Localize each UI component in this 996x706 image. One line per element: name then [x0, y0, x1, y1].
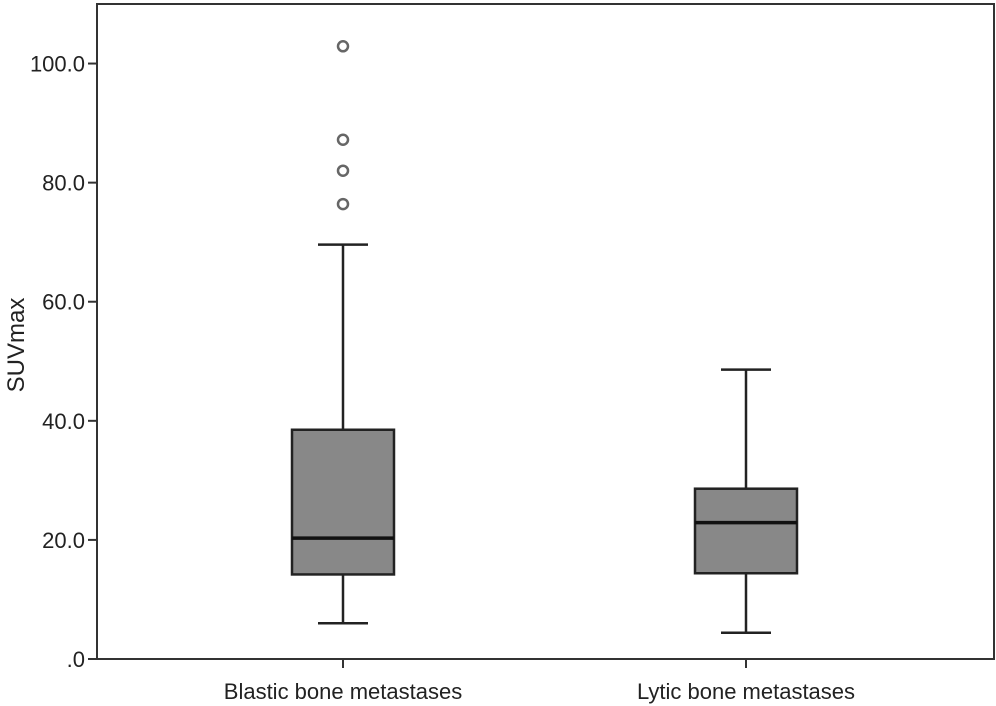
- y-tick-label: 40.0: [42, 409, 85, 434]
- x-category-label: Blastic bone metastases: [224, 679, 462, 704]
- outlier-point: [336, 164, 350, 177]
- outlier-point: [336, 133, 350, 147]
- iqr-box: [693, 487, 799, 575]
- y-tick-label: .0: [67, 647, 85, 672]
- x-axis: Blastic bone metastases Lytic bone metast…: [224, 659, 855, 704]
- y-tick-label: 20.0: [42, 528, 85, 553]
- outlier-point: [336, 40, 350, 53]
- y-tick-label: 100.0: [30, 52, 85, 77]
- outlier-point: [336, 197, 350, 211]
- y-tick-label: 60.0: [42, 290, 85, 315]
- x-category-label: Lytic bone metastases: [637, 679, 855, 704]
- plot-frame: [96, 3, 995, 660]
- y-axis-title: SUVmax: [3, 298, 30, 393]
- boxes: [290, 40, 799, 635]
- box-lytic: [693, 368, 799, 635]
- y-axis: .0 20.0 40.0 60.0 80.0 100.0: [30, 52, 97, 672]
- iqr-box: [290, 428, 396, 576]
- box-blastic: [290, 40, 396, 625]
- y-tick-label: 80.0: [42, 171, 85, 196]
